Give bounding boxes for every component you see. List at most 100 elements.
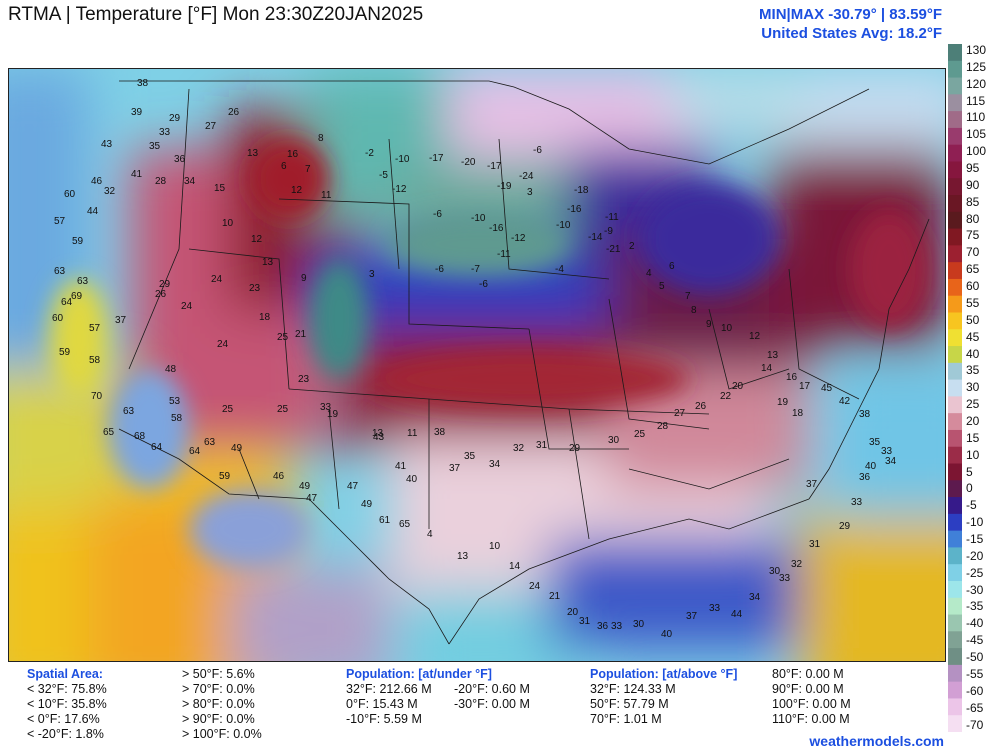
station-temperature-label: 23	[298, 374, 310, 385]
scale-color-band	[948, 446, 962, 465]
station-temperature-label: 59	[219, 471, 231, 482]
station-temperature-label: 5	[659, 281, 665, 292]
station-temperature-label: 34	[885, 456, 897, 467]
station-temperature-label: -2	[365, 148, 374, 159]
station-temperature-label: 41	[131, 169, 143, 180]
scale-tick-label: 45	[966, 329, 980, 344]
scale-tick-label: -20	[966, 548, 984, 563]
station-temperature-label: 47	[306, 493, 318, 504]
station-temperature-label: -10	[556, 220, 571, 231]
gulf-coast	[448, 498, 810, 645]
scale-tick-label: 5	[966, 464, 973, 479]
temperature-color-scale: 130 125 120 115 110 105 100 95 90 85 80 75 70 65 60 55 5…	[946, 44, 1000, 732]
spatial-area-line: > 50°F: 5.6%	[182, 667, 255, 681]
station-temperature-label: 16	[786, 372, 798, 383]
scale-color-band	[948, 329, 962, 347]
scale-tick-label: 80	[966, 211, 980, 226]
atlantic-coast	[808, 218, 930, 500]
spatial-area-stats: Spatial Area: < 32°F: 75.8% < 10°F: 35.8%…	[27, 667, 107, 742]
station-temperature-label: 34	[489, 459, 501, 470]
station-temperature-label: 44	[87, 206, 99, 217]
scale-tick-label: -45	[966, 633, 984, 648]
population-above-col2: 80°F: 0.00 M 90°F: 0.00 M 100°F: 0.00 M 110…	[772, 667, 851, 727]
scale-tick-label: -30	[966, 582, 984, 597]
station-temperature-label: -12	[511, 233, 526, 244]
station-temperature-label: -17	[487, 161, 502, 172]
state-line-3	[278, 198, 530, 330]
scale-tick-label: 10	[966, 447, 980, 462]
station-temperature-label: 13	[262, 257, 274, 268]
min-max-readout: MIN|MAX -30.79° | 83.59°F United States …	[759, 5, 942, 43]
station-temperature-label: 65	[103, 427, 115, 438]
station-temperature-label: 19	[777, 397, 789, 408]
station-temperature-label: 30	[633, 619, 645, 630]
scale-color-band	[948, 631, 962, 649]
station-temperature-label: 10	[721, 323, 733, 334]
scale-tick-label: 70	[966, 245, 980, 260]
station-temperature-label: -10	[395, 154, 410, 165]
scale-tick-label: 120	[966, 76, 987, 91]
station-temperature-label: 38	[137, 78, 149, 89]
station-temperature-label: 29	[159, 279, 171, 290]
station-temperature-label: 33	[851, 497, 863, 508]
station-temperature-label: -16	[567, 204, 582, 215]
population-above-line: 80°F: 0.00 M	[772, 667, 844, 681]
station-temperature-label: -24	[519, 171, 534, 182]
station-temperature-label: -16	[489, 223, 504, 234]
station-temperature-label: -10	[471, 213, 486, 224]
us-mexico-border	[118, 428, 450, 645]
state-line-13	[568, 408, 590, 540]
station-temperature-label: -18	[574, 185, 589, 196]
station-temperature-label: 13	[457, 551, 469, 562]
credit-link[interactable]: weathermodels.com	[809, 733, 944, 749]
station-temperature-label: 60	[64, 189, 76, 200]
spatial-area-line: < 10°F: 35.8%	[27, 697, 107, 711]
scale-tick-label: 100	[966, 144, 987, 159]
station-temperature-label: 9	[301, 273, 307, 284]
scale-tick-label: 35	[966, 363, 980, 378]
station-temperature-label: 64	[189, 446, 201, 457]
station-temperature-label: 57	[54, 216, 66, 227]
population-under-col2-block: -20°F: 0.60 M -30°F: 0.00 M	[454, 682, 530, 712]
station-temperature-label: 63	[54, 266, 66, 277]
station-temperature-label: -12	[392, 184, 407, 195]
station-temperature-label: 26	[695, 401, 707, 412]
scale-tick-label: 15	[966, 430, 980, 445]
station-temperature-label: 16	[287, 149, 299, 160]
scale-color-band	[948, 664, 962, 683]
station-temperature-label: -20	[461, 157, 476, 168]
scale-color-band	[948, 195, 962, 213]
station-temperature-label: -6	[433, 209, 442, 220]
station-temperature-label: 35	[149, 141, 161, 152]
station-temperature-label: 37	[806, 479, 818, 490]
scale-tick-label: -15	[966, 532, 984, 547]
station-temperature-label: 36	[174, 154, 186, 165]
station-temperature-label: 20	[567, 607, 579, 618]
scale-color-band	[948, 715, 962, 732]
scale-tick-label: 20	[966, 413, 980, 428]
scale-color-band	[948, 127, 962, 146]
station-temperature-label: 35	[869, 437, 881, 448]
station-temperature-label: 33	[320, 402, 332, 413]
scale-color-band	[948, 379, 962, 397]
station-temperature-label: 34	[184, 176, 196, 187]
station-temperature-label: 7	[305, 164, 311, 175]
station-temperature-label: 14	[509, 561, 521, 572]
scale-tick-label: -40	[966, 616, 984, 631]
station-temperature-label: 25	[277, 332, 289, 343]
station-temperature-label: 40	[865, 461, 877, 472]
scale-tick-label: 55	[966, 295, 980, 310]
state-line-5	[328, 408, 340, 510]
station-labels: 3839332927263536413428434660575932446363…	[52, 78, 897, 640]
station-temperature-label: 28	[657, 421, 669, 432]
station-temperature-label: 61	[379, 515, 391, 526]
scale-tick-label: 50	[966, 312, 980, 327]
scale-tick-label: 90	[966, 177, 980, 192]
station-temperature-label: 32	[791, 559, 803, 570]
scale-color-band	[948, 530, 962, 549]
station-temperature-label: 23	[249, 283, 261, 294]
station-temperature-label: 25	[222, 404, 234, 415]
station-temperature-label: 3	[369, 269, 375, 280]
station-temperature-label: 43	[373, 432, 385, 443]
population-under-line: 0°F: 15.43 M	[346, 697, 418, 711]
